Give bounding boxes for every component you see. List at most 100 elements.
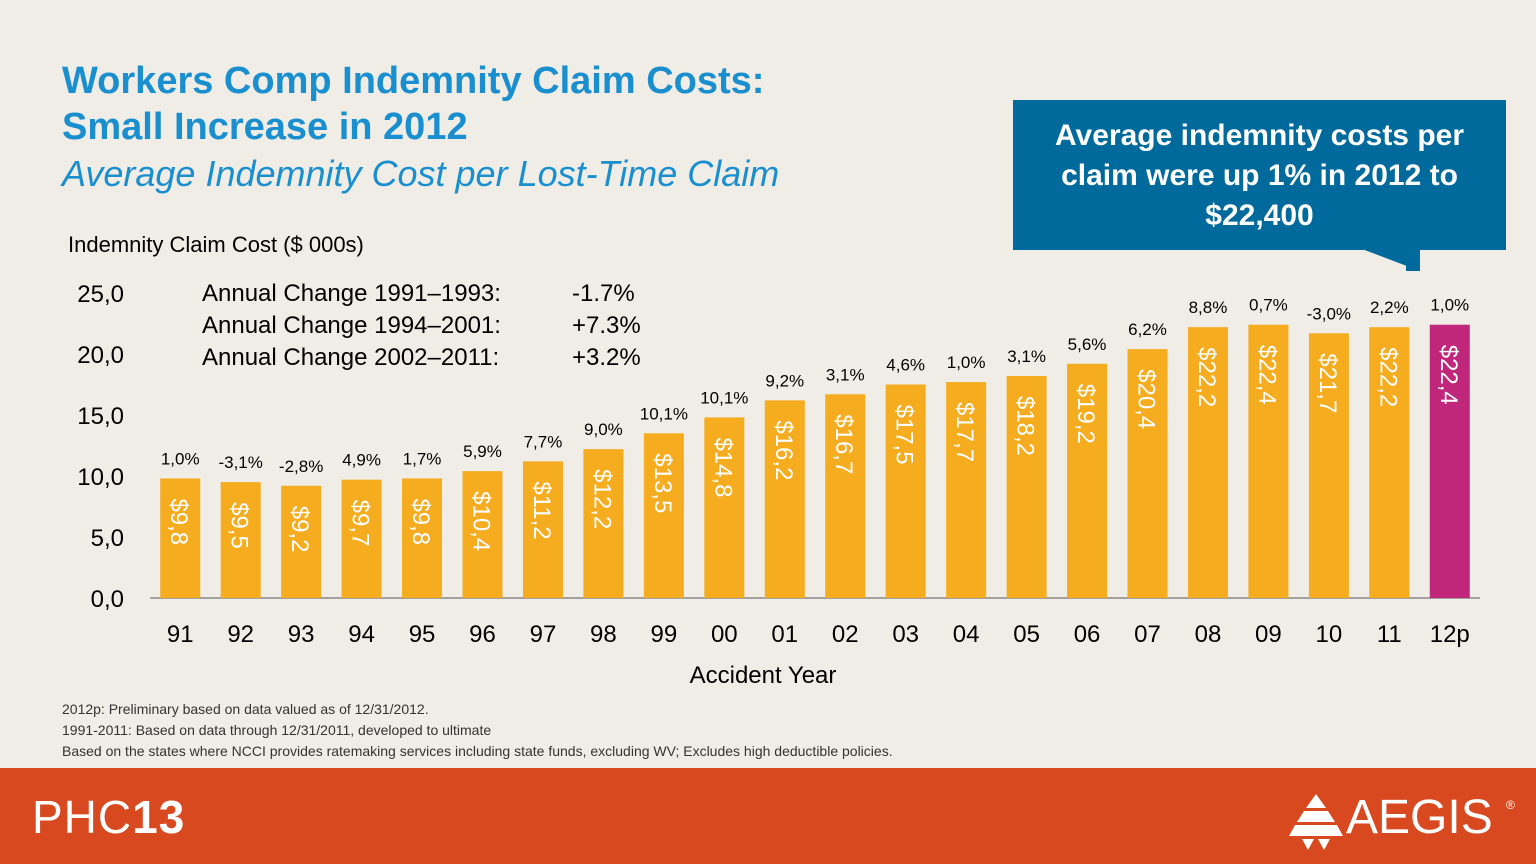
bar-pct-label: -3,1% xyxy=(218,453,262,472)
y-tick-label: 10,0 xyxy=(77,464,124,491)
annotation-value: -1.7% xyxy=(572,280,635,307)
bar-chart: Indemnity Claim Cost ($ 000s) 0,0 5,0 10,0 1… xyxy=(68,232,1480,689)
annotation-label: Annual Change 2002–2011: xyxy=(202,344,499,371)
bar-pct-label: 1,0% xyxy=(947,353,986,372)
bar xyxy=(885,384,926,598)
bar xyxy=(1006,375,1047,598)
y-tick-label: 0,0 xyxy=(91,586,124,613)
bar xyxy=(522,461,563,598)
bar-pct-label: 9,2% xyxy=(765,371,804,390)
aegis-registered-mark: ® xyxy=(1506,798,1515,812)
bar-value-label: $22,2 xyxy=(1374,347,1401,407)
bar-pct-label: 3,1% xyxy=(1007,347,1046,366)
bar xyxy=(1248,324,1289,598)
bar xyxy=(704,417,745,598)
x-tick-label: 10 xyxy=(1316,621,1343,648)
bar-pct-label: -2,8% xyxy=(279,457,323,476)
slide-title-block: Workers Comp Indemnity Claim Costs: Smal… xyxy=(62,58,779,198)
bar-pct-label: 8,8% xyxy=(1189,298,1228,317)
y-axis-label: Indemnity Claim Cost ($ 000s) xyxy=(68,232,364,257)
bar-pct-label: 4,6% xyxy=(886,356,925,375)
bar-value-label: $11,2 xyxy=(528,481,555,539)
bar-value-label: $9,7 xyxy=(347,500,374,547)
x-tick-label: 99 xyxy=(651,621,678,648)
footnote-1: 2012p: Preliminary based on data valued … xyxy=(62,701,429,717)
bar-value-label: $17,7 xyxy=(951,402,978,462)
bar-value-label: $22,4 xyxy=(1253,345,1280,405)
bar xyxy=(1429,324,1470,598)
bar-pct-label: 1,0% xyxy=(1430,296,1469,315)
footnote-2: 1991-2011: Based on data through 12/31/2… xyxy=(62,722,492,738)
x-tick-label: 94 xyxy=(348,621,375,648)
bar xyxy=(160,478,201,598)
bar xyxy=(1369,327,1410,598)
x-tick-label: 07 xyxy=(1134,621,1161,648)
x-tick-label: 11 xyxy=(1377,621,1402,648)
annotation-label: Annual Change 1991–1993: xyxy=(202,280,501,307)
x-tick-label: 02 xyxy=(832,621,859,648)
bar-value-label: $16,2 xyxy=(770,420,797,480)
x-tick-label: 05 xyxy=(1013,621,1040,648)
bar-pct-label: 9,0% xyxy=(584,420,623,439)
bar xyxy=(946,382,987,598)
bar-value-label: $10,4 xyxy=(468,491,495,551)
x-tick-label: 95 xyxy=(409,621,436,648)
bar-value-label: $22,4 xyxy=(1435,345,1462,405)
x-tick-label: 08 xyxy=(1195,621,1222,648)
x-tick-label: 96 xyxy=(469,621,496,648)
x-tick-label: 12p xyxy=(1430,621,1470,648)
bar xyxy=(281,485,322,598)
x-tick-label: 09 xyxy=(1255,621,1282,648)
bar xyxy=(825,394,866,598)
footer-bar xyxy=(0,768,1536,864)
bar-value-label: $16,7 xyxy=(830,414,857,474)
slide-subtitle: Average Indemnity Cost per Lost-Time Cla… xyxy=(62,153,780,194)
callout-tail-stem xyxy=(1406,249,1420,271)
y-tick-label: 20,0 xyxy=(77,342,124,369)
bar-value-label: $13,5 xyxy=(649,453,676,513)
bar-value-label: $20,4 xyxy=(1133,369,1160,429)
footnote-3: Based on the states where NCCI provides … xyxy=(62,743,893,759)
bar-pct-label: 10,1% xyxy=(640,404,688,423)
bar-pct-label: -3,0% xyxy=(1307,304,1351,323)
callout-tail xyxy=(1362,249,1420,271)
bar-value-label: $17,5 xyxy=(891,405,918,465)
bar-pct-label: 4,9% xyxy=(342,451,381,470)
phc13-logo-light: PHC xyxy=(32,791,133,843)
annotation-value: +3.2% xyxy=(572,344,641,371)
bar xyxy=(402,478,443,598)
bar-pct-label: 10,1% xyxy=(700,388,748,407)
x-tick-label: 91 xyxy=(167,621,194,648)
bar-value-label: $9,8 xyxy=(165,498,192,545)
x-tick-label: 04 xyxy=(953,621,980,648)
bar xyxy=(341,479,382,598)
bar xyxy=(1308,333,1349,598)
bar-value-label: $9,2 xyxy=(286,506,313,553)
bar-pct-label: 3,1% xyxy=(826,365,865,384)
bar xyxy=(643,433,684,598)
x-tick-label: 92 xyxy=(227,621,254,648)
aegis-pyramid-icon xyxy=(1289,794,1343,850)
callout-box: Average indemnity costs per claim were u… xyxy=(1013,100,1506,250)
x-tick-label: 00 xyxy=(711,621,738,648)
phc13-logo: PHC13 xyxy=(32,790,185,844)
bar-value-label: $9,8 xyxy=(407,498,434,545)
x-axis-label: Accident Year xyxy=(690,662,837,689)
bar-value-label: $12,2 xyxy=(588,469,615,529)
bar-pct-label: 0,7% xyxy=(1249,296,1288,315)
x-tick-label: 98 xyxy=(590,621,617,648)
bar-value-label: $22,2 xyxy=(1193,347,1220,407)
y-tick-label: 5,0 xyxy=(91,525,124,552)
bar-value-label: $18,2 xyxy=(1012,396,1039,456)
bar-pct-label: 1,7% xyxy=(403,449,442,468)
bar-pct-label: 1,0% xyxy=(161,449,200,468)
x-tick-label: 06 xyxy=(1074,621,1101,648)
bar xyxy=(764,400,805,598)
aegis-logo-text: AEGIS xyxy=(1346,791,1493,844)
bar-pct-label: 2,2% xyxy=(1370,298,1409,317)
x-tick-label: 93 xyxy=(288,621,315,648)
phc13-logo-bold: 13 xyxy=(132,791,186,843)
bar xyxy=(1067,363,1108,598)
annotation-label: Annual Change 1994–2001: xyxy=(202,312,501,339)
annotation-value: +7.3% xyxy=(572,312,641,339)
